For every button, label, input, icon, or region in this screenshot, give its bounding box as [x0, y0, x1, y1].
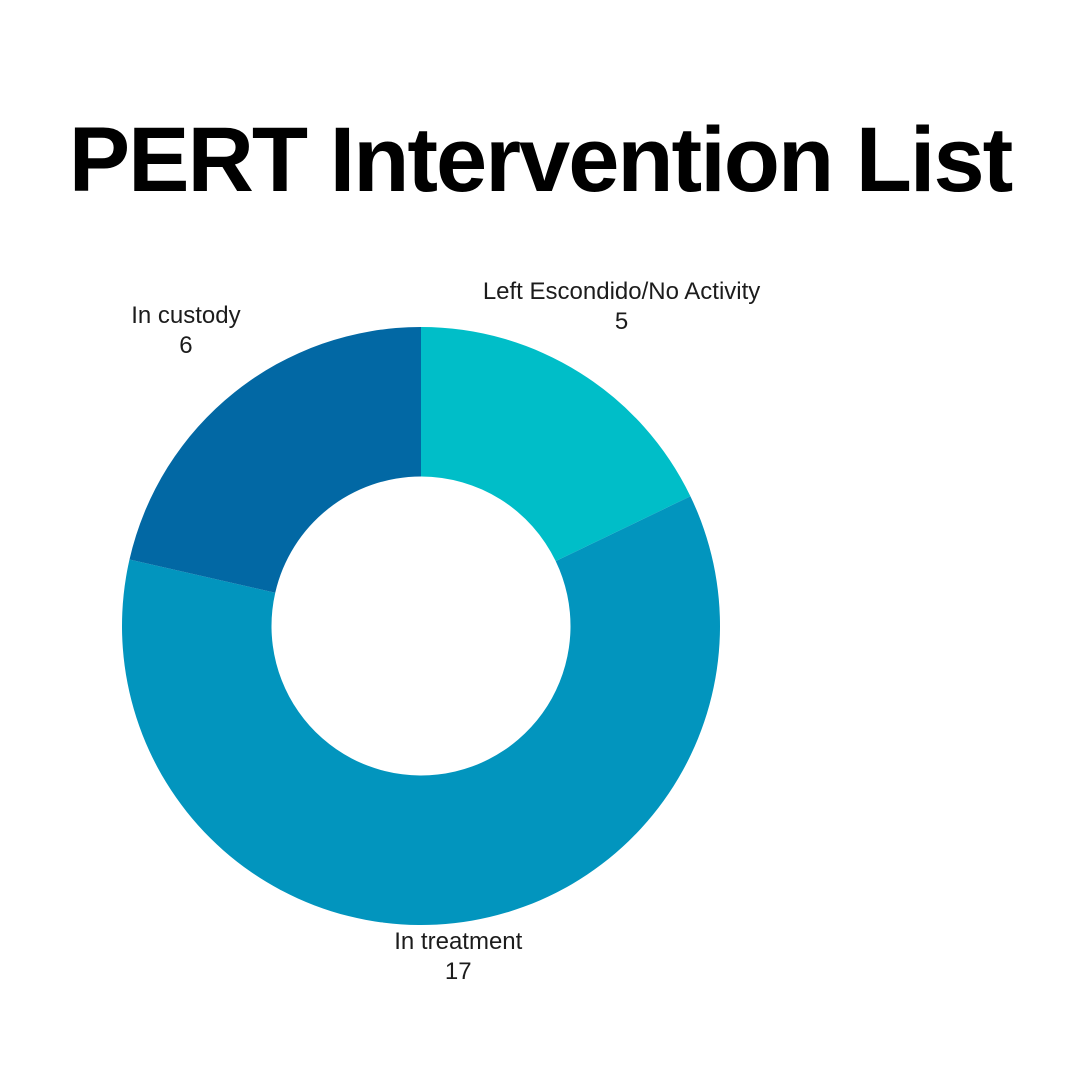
- chart-title: PERT Intervention List: [68, 109, 1014, 211]
- donut-slice-1: [122, 496, 720, 925]
- donut-slice-2: [129, 327, 421, 593]
- donut-slice-0: [421, 327, 691, 562]
